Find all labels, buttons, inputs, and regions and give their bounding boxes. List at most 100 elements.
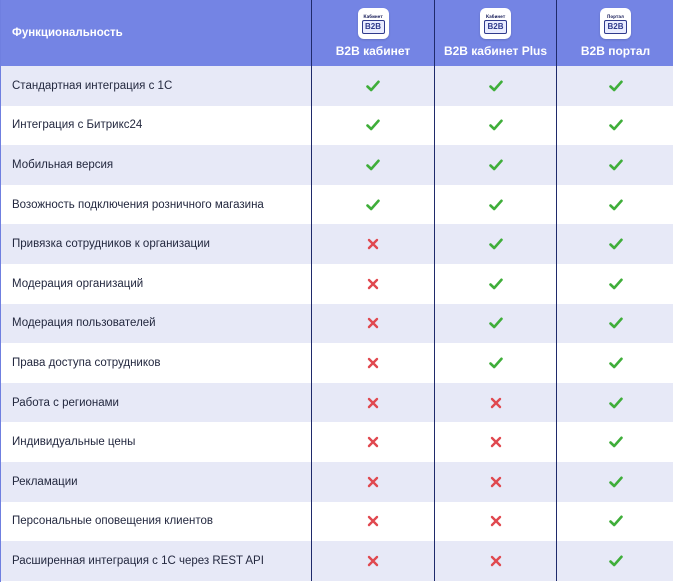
cross-icon	[490, 515, 502, 527]
cross-icon	[367, 278, 379, 290]
plan-name: B2B кабинет	[335, 44, 411, 58]
feature-name: Работа с регионами	[1, 382, 311, 423]
plan-name: B2B кабинет Plus	[443, 44, 548, 58]
check-icon	[608, 80, 623, 92]
availability-cell	[434, 303, 556, 344]
check-icon	[608, 199, 623, 211]
feature-name: Расширенная интеграция с 1С через REST A…	[1, 541, 311, 581]
availability-cell	[556, 541, 673, 581]
check-icon	[608, 317, 623, 329]
plan-header-b2b-portal: Портал B2B B2B портал	[556, 0, 673, 66]
check-icon	[488, 278, 503, 290]
cross-icon	[367, 436, 379, 448]
availability-cell	[556, 422, 673, 462]
availability-cell	[434, 461, 556, 502]
availability-cell	[311, 105, 434, 146]
cross-icon	[367, 357, 379, 369]
check-icon	[608, 436, 623, 448]
availability-cell	[556, 501, 673, 542]
cross-icon	[490, 476, 502, 488]
availability-cell	[311, 145, 434, 185]
feature-name: Модерация организаций	[1, 263, 311, 304]
availability-cell	[556, 461, 673, 502]
b2b-cabinet-plus-logo-icon: Кабинет B2B	[480, 8, 511, 39]
availability-cell	[556, 66, 673, 106]
check-icon	[488, 159, 503, 171]
plan-name: B2B портал	[580, 44, 651, 58]
availability-cell	[434, 224, 556, 264]
availability-cell	[434, 382, 556, 423]
availability-cell	[556, 105, 673, 146]
availability-cell	[556, 382, 673, 423]
check-icon	[366, 159, 380, 171]
availability-cell	[311, 184, 434, 225]
availability-cell	[556, 303, 673, 344]
feature-name: Стандартная интеграция с 1С	[1, 66, 311, 106]
check-icon	[608, 159, 623, 171]
cross-icon	[490, 436, 502, 448]
check-icon	[608, 238, 623, 250]
cross-icon	[367, 397, 379, 409]
feature-name: Персональные оповещения клиентов	[1, 501, 311, 542]
availability-cell	[311, 263, 434, 304]
check-icon	[608, 119, 623, 131]
availability-cell	[434, 501, 556, 542]
availability-cell	[311, 303, 434, 344]
check-icon	[366, 199, 380, 211]
check-icon	[608, 397, 623, 409]
availability-cell	[434, 263, 556, 304]
availability-cell	[434, 145, 556, 185]
check-icon	[488, 238, 503, 250]
availability-cell	[311, 343, 434, 383]
cross-icon	[367, 238, 379, 250]
feature-name: Права доступа сотрудников	[1, 343, 311, 383]
check-icon	[488, 317, 503, 329]
availability-cell	[556, 263, 673, 304]
feature-column-header: Функциональность	[1, 0, 311, 66]
cross-icon	[367, 476, 379, 488]
check-icon	[608, 515, 623, 527]
check-icon	[366, 80, 380, 92]
availability-cell	[434, 541, 556, 581]
availability-cell	[556, 184, 673, 225]
check-icon	[608, 357, 623, 369]
check-icon	[608, 476, 623, 488]
availability-cell	[556, 343, 673, 383]
cross-icon	[490, 397, 502, 409]
availability-cell	[311, 66, 434, 106]
availability-cell	[311, 422, 434, 462]
availability-cell	[311, 501, 434, 542]
availability-cell	[311, 541, 434, 581]
cross-icon	[490, 555, 502, 567]
check-icon	[608, 555, 623, 567]
b2b-cabinet-logo-icon: Кабинет B2B	[357, 8, 389, 39]
feature-name: Привязка сотрудников к организации	[1, 224, 311, 264]
check-icon	[488, 119, 503, 131]
availability-cell	[434, 184, 556, 225]
plan-header-b2b-cabinet: Кабинет B2B B2B кабинет	[311, 0, 434, 66]
availability-cell	[556, 145, 673, 185]
availability-cell	[434, 105, 556, 146]
availability-cell	[434, 422, 556, 462]
availability-cell	[311, 461, 434, 502]
check-icon	[488, 199, 503, 211]
check-icon	[488, 357, 503, 369]
availability-cell	[311, 382, 434, 423]
feature-name: Индивидуальные цены	[1, 422, 311, 462]
availability-cell	[556, 224, 673, 264]
feature-name: Модерация пользователей	[1, 303, 311, 344]
check-icon	[608, 278, 623, 290]
availability-cell	[434, 343, 556, 383]
cross-icon	[367, 317, 379, 329]
feature-name: Интеграция с Битрикс24	[1, 105, 311, 146]
check-icon	[366, 119, 380, 131]
feature-name: Рекламации	[1, 461, 311, 502]
cross-icon	[367, 555, 379, 567]
availability-cell	[311, 224, 434, 264]
feature-name: Мобильная версия	[1, 145, 311, 185]
check-icon	[488, 80, 503, 92]
feature-column-title: Функциональность	[12, 27, 123, 39]
b2b-portal-logo-icon: Портал B2B	[600, 8, 631, 39]
plan-header-b2b-cabinet-plus: Кабинет B2B B2B кабинет Plus	[434, 0, 556, 66]
